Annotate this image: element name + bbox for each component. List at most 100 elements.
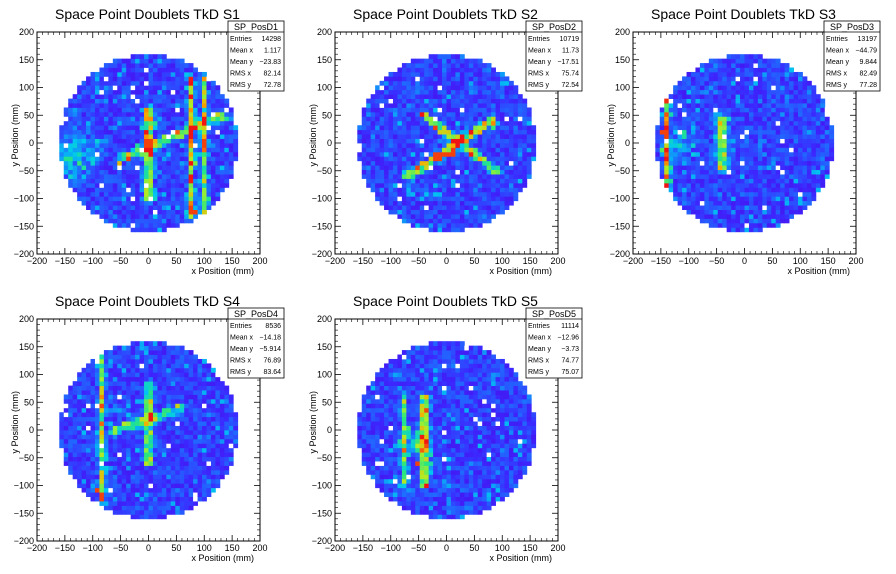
- histogram-bin: [686, 116, 692, 122]
- histogram-bin: [486, 98, 492, 104]
- histogram-bin: [771, 174, 777, 179]
- histogram-bin: [144, 501, 149, 506]
- histogram-bin: [695, 191, 701, 197]
- histogram-bin: [135, 456, 140, 462]
- histogram-bin: [491, 71, 496, 77]
- histogram-bin: [775, 147, 781, 153]
- histogram-bin: [406, 205, 412, 210]
- histogram-bin: [753, 143, 759, 148]
- histogram-bin: [175, 160, 181, 166]
- histogram-bin: [713, 205, 719, 210]
- histogram-bin: [59, 430, 65, 435]
- histogram-bin: [410, 151, 416, 157]
- histogram-bin: [419, 178, 425, 184]
- histogram-bin: [112, 218, 118, 224]
- histogram-bin: [450, 58, 456, 64]
- histogram-bin: [179, 160, 185, 166]
- histogram-bin: [179, 209, 185, 215]
- histogram-bin: [112, 425, 118, 431]
- histogram-bin: [139, 85, 145, 91]
- histogram-bin: [522, 182, 528, 188]
- histogram-bin: [686, 169, 692, 175]
- histogram-bin: [117, 85, 123, 91]
- histogram-bin: [690, 80, 696, 86]
- histogram-bin: [699, 196, 705, 202]
- histogram-bin: [139, 125, 145, 131]
- histogram-bin: [68, 169, 74, 175]
- histogram-bin: [130, 354, 136, 360]
- histogram-bin: [401, 134, 407, 139]
- histogram-bin: [793, 165, 799, 171]
- histogram-bin: [704, 169, 710, 175]
- histogram-bin: [103, 196, 109, 202]
- histogram-bin: [392, 134, 398, 139]
- histogram-bin: [748, 200, 754, 206]
- histogram-bin: [161, 182, 167, 188]
- histogram-bin: [433, 116, 438, 122]
- histogram-bin: [464, 85, 470, 91]
- histogram-bin: [482, 120, 488, 126]
- histogram-bin: [375, 94, 380, 99]
- histogram-bin: [193, 196, 198, 202]
- histogram-bin: [415, 125, 421, 131]
- histogram-bin: [210, 160, 216, 166]
- histogram-bin: [206, 143, 212, 148]
- histogram-bin: [152, 63, 158, 68]
- histogram-bin: [121, 487, 127, 493]
- histogram-bin: [513, 125, 519, 131]
- histogram-bin: [375, 191, 380, 197]
- histogram-bin: [72, 398, 78, 404]
- histogram-bin: [486, 67, 492, 73]
- histogram-bin: [392, 103, 398, 108]
- chart-title: Space Point Doublets TkD S3: [651, 6, 836, 22]
- histogram-bin: [130, 447, 136, 453]
- histogram-bin: [459, 58, 465, 64]
- histogram-bin: [735, 107, 741, 113]
- histogram-bin: [437, 138, 443, 144]
- histogram-bin: [117, 438, 123, 444]
- histogram-bin: [771, 200, 777, 206]
- histogram-bin: [482, 169, 488, 175]
- histogram-bin: [531, 151, 537, 157]
- histogram-bin: [468, 58, 474, 64]
- histogram-bin: [508, 98, 514, 104]
- histogram-bin: [500, 98, 505, 104]
- histogram-bin: [94, 187, 100, 193]
- histogram-bin: [664, 116, 670, 122]
- histogram-bin: [740, 196, 745, 202]
- histogram-bin: [139, 363, 145, 369]
- histogram-bin: [717, 222, 723, 228]
- histogram-bin: [121, 403, 127, 409]
- histogram-bin: [112, 178, 118, 184]
- histogram-bin: [117, 367, 123, 373]
- histogram-bin: [184, 178, 190, 184]
- histogram-bin: [762, 125, 768, 131]
- histogram-bin: [90, 461, 96, 466]
- histogram-bin: [677, 89, 683, 95]
- histogram-bin: [477, 178, 483, 184]
- histogram-bin: [682, 156, 687, 162]
- histogram-bin: [500, 169, 505, 175]
- histogram-bin: [717, 214, 723, 219]
- histogram-bin: [433, 178, 438, 184]
- histogram-bin: [139, 116, 145, 122]
- histogram-bin: [455, 200, 461, 206]
- histogram-bin: [735, 200, 741, 206]
- histogram-bin: [504, 76, 510, 82]
- histogram-bin: [815, 160, 821, 166]
- histogram-bin: [135, 178, 140, 184]
- histogram-bin: [357, 129, 363, 135]
- histogram-bin: [486, 125, 492, 131]
- histogram-bin: [210, 169, 216, 175]
- histogram-bin: [184, 98, 190, 104]
- histogram-bin: [63, 416, 69, 422]
- histogram-bin: [686, 89, 692, 95]
- histogram-bin: [446, 165, 452, 171]
- histogram-bin: [464, 222, 470, 228]
- histogram-bin: [193, 85, 198, 91]
- histogram-bin: [802, 103, 808, 108]
- histogram-bin: [731, 67, 736, 73]
- histogram-bin: [780, 111, 786, 117]
- histogram-bin: [428, 63, 434, 68]
- histogram-bin: [757, 111, 763, 117]
